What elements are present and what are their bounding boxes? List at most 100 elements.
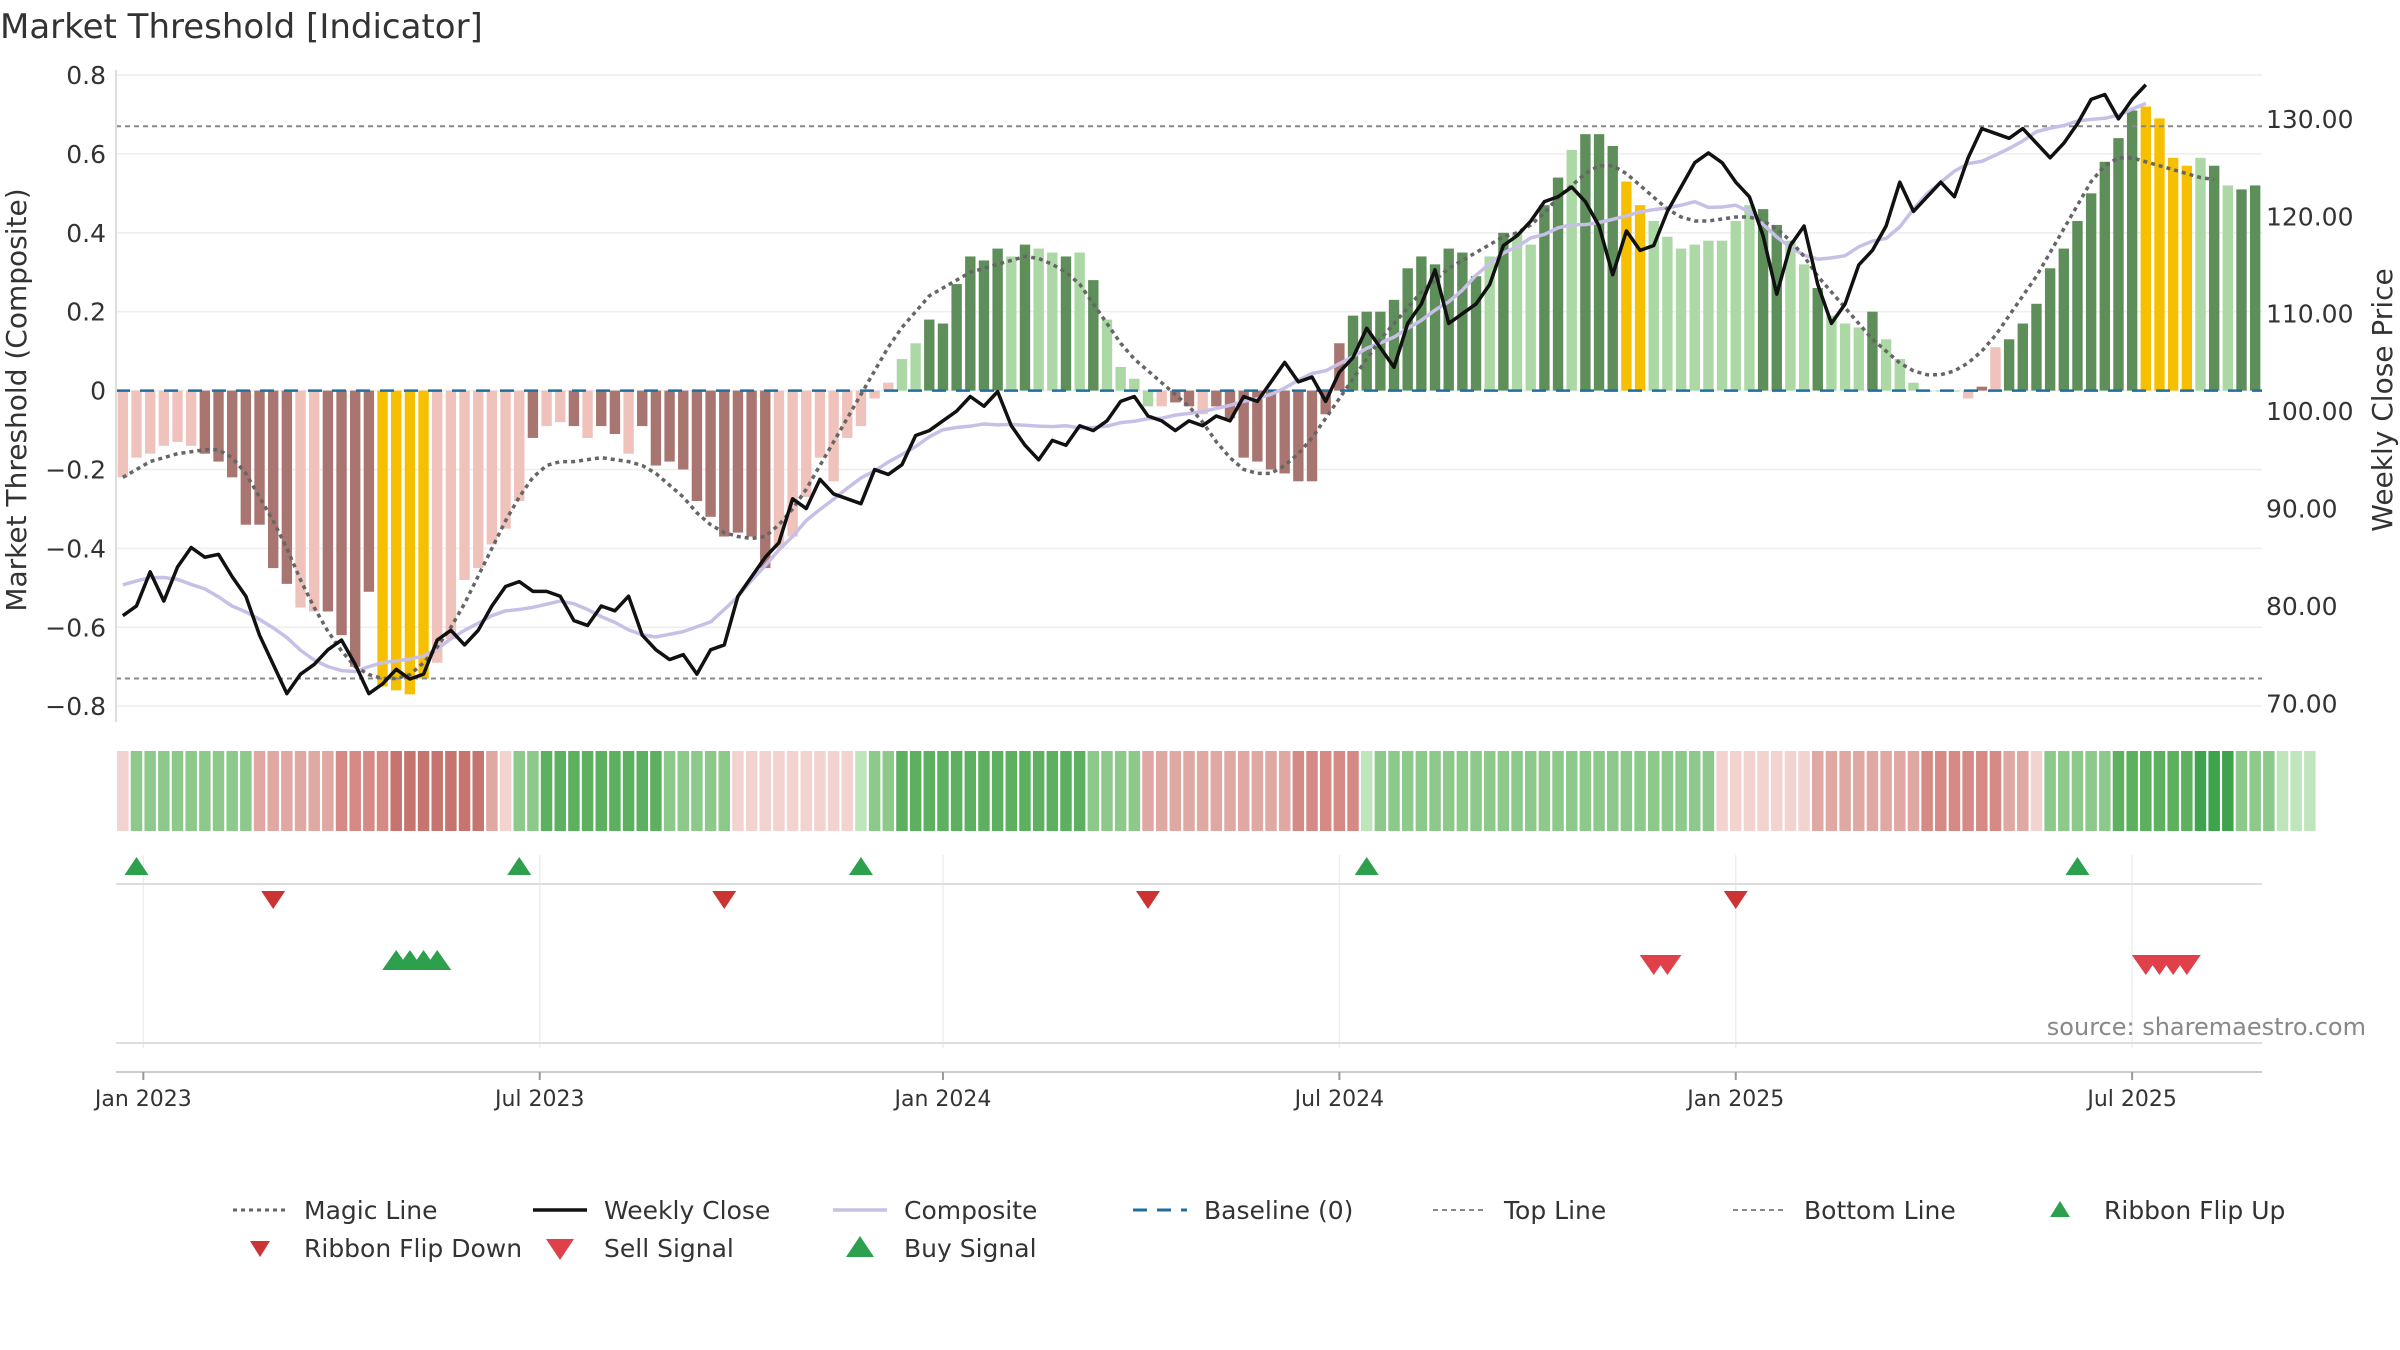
composite-bar: [582, 390, 593, 438]
composite-bar: [350, 390, 361, 667]
composite-bar: [883, 382, 894, 391]
right-tick-label: 100.00: [2266, 397, 2353, 426]
ribbon-segment: [1730, 751, 1742, 831]
ribbon-segment: [240, 751, 252, 831]
ribbon-segment: [1060, 751, 1072, 831]
ribbon-segment: [1169, 751, 1182, 831]
composite-bar: [541, 390, 552, 427]
ribbon-segment: [2194, 751, 2207, 831]
ribbon-segment: [2249, 751, 2261, 831]
composite-bar: [1976, 386, 1987, 391]
ribbon-segment: [2044, 751, 2056, 831]
ribbon-segment: [663, 751, 676, 831]
composite-bar: [240, 390, 252, 525]
composite-bar: [1470, 276, 1482, 391]
composite-bar: [1552, 177, 1564, 391]
x-tick-label: Jul 2023: [493, 1087, 585, 1112]
ribbon-flip-down-swatch: [250, 1241, 270, 1257]
source-note: source: sharemaestro.com: [2047, 1013, 2366, 1041]
x-tick-label: Jan 2023: [93, 1087, 192, 1112]
composite-bar: [2167, 157, 2179, 391]
ribbon-flip-up-marker: [2065, 857, 2090, 875]
ribbon-segment: [636, 751, 648, 831]
ribbon-segment: [800, 751, 813, 831]
ribbon-band: [117, 751, 2316, 831]
ribbon-segment: [1483, 751, 1496, 831]
ribbon-segment: [308, 751, 320, 831]
composite-bar: [691, 390, 703, 502]
composite-bar: [2058, 248, 2069, 391]
ribbon-segment: [363, 751, 375, 831]
ribbon-segment: [1251, 751, 1264, 831]
ribbon-flip-down-marker: [712, 891, 737, 909]
ribbon-segment: [1374, 751, 1387, 831]
composite-bar: [1839, 323, 1851, 391]
ribbon-segment: [677, 751, 689, 831]
composite-bar: [746, 390, 757, 537]
composite-bar: [1129, 378, 1140, 391]
composite-bar: [2222, 185, 2234, 391]
composite-swatch: [833, 1208, 887, 1212]
composite-bar: [1019, 244, 1031, 391]
axes: 0.8 0.6 0.4 0.2 0 −0.2 −0.4 −0.6 −0.8 130.00 120.0…: [45, 61, 2353, 1112]
composite-bar: [1634, 205, 1646, 391]
ribbon-segment: [1511, 751, 1523, 831]
composite-bar: [1033, 248, 1044, 391]
ribbon-segment: [499, 751, 512, 831]
composite-bar: [1511, 232, 1523, 391]
ribbon-segment: [978, 751, 990, 831]
composite-bar: [2195, 157, 2206, 391]
ribbon-segment: [212, 751, 225, 831]
ribbon-segment: [1866, 751, 1879, 831]
composite-bar: [185, 390, 197, 446]
composite-bar: [910, 343, 921, 391]
ribbon-segment: [376, 751, 389, 831]
ribbon-segment: [868, 751, 881, 831]
legend-ribbon-flip-up: Ribbon Flip Up: [2030, 1195, 2285, 1225]
composite-bar: [1593, 134, 1605, 391]
ribbon-segment: [964, 751, 977, 831]
ribbon-segment: [1825, 751, 1838, 831]
composite-bar: [267, 390, 279, 569]
legend-label: Composite: [904, 1195, 1038, 1225]
buy-signal-swatch: [846, 1236, 874, 1257]
composite-bar: [1170, 390, 1181, 403]
ribbon-segment: [759, 751, 772, 831]
composite-bar: [445, 390, 457, 640]
composite-bar: [1880, 339, 1892, 391]
composite-bar: [391, 390, 402, 691]
ribbon-segment: [1265, 751, 1277, 831]
ribbon-segment: [1538, 751, 1551, 831]
composite-bar: [514, 390, 525, 502]
ribbon-segment: [2003, 751, 2015, 831]
composite-bar: [678, 390, 689, 470]
ribbon-segment: [554, 751, 566, 831]
legend-label: Baseline (0): [1204, 1195, 1354, 1225]
ribbon-segment: [417, 751, 430, 831]
ribbon-segment: [2058, 751, 2070, 831]
ribbon-segment: [1292, 751, 1305, 831]
composite-bar: [869, 390, 880, 399]
composite-bar: [978, 260, 990, 391]
ribbon-segment: [1456, 751, 1469, 831]
legend-baseline: Baseline (0): [1130, 1195, 1353, 1225]
composite-bar: [760, 390, 771, 569]
weekly-close-line: [121, 83, 2148, 696]
left-tick-label: −0.4: [45, 534, 106, 563]
legend-label: Bottom Line: [1804, 1195, 1956, 1225]
legend-label: Top Line: [1504, 1195, 1607, 1225]
composite-bar: [1429, 264, 1441, 391]
composite-bar: [254, 390, 265, 525]
ribbon-segment: [185, 751, 197, 831]
composite-bar: [1949, 390, 1960, 392]
composite-bar: [281, 390, 293, 584]
ribbon-segment: [1224, 751, 1236, 831]
composite-bar: [213, 390, 224, 462]
composite-bar: [664, 390, 675, 462]
ribbon-segment: [458, 751, 471, 831]
ribbon-segment: [1306, 751, 1318, 831]
ribbon-segment: [855, 751, 867, 831]
ribbon-segment: [1101, 751, 1113, 831]
composite-bar: [1621, 181, 1632, 391]
